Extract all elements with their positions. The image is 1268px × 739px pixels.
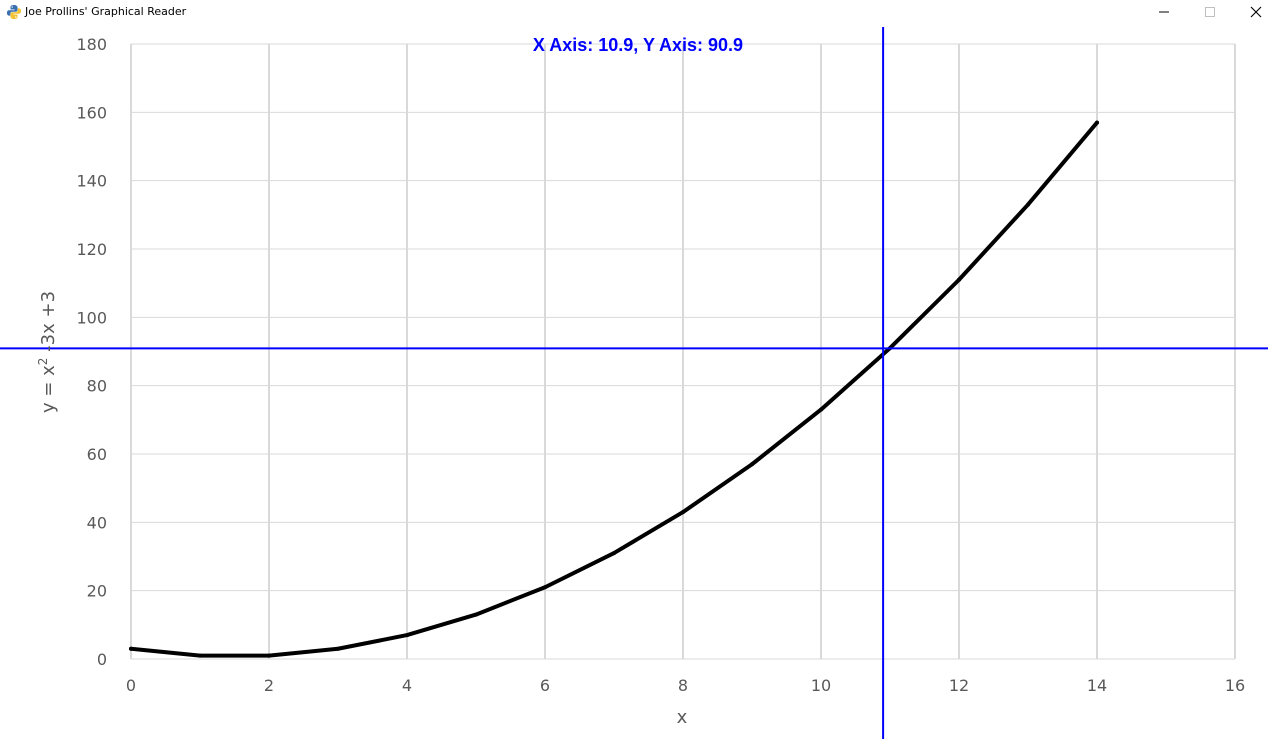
data-point xyxy=(1095,120,1099,125)
data-point xyxy=(819,407,823,412)
y-tick-label: 140 xyxy=(76,172,107,191)
coordinate-readout: X Axis: 10.9, Y Axis: 90.9 xyxy=(533,35,743,55)
x-tick-label: 16 xyxy=(1225,676,1245,695)
window-title: Joe Prollins' Graphical Reader xyxy=(25,5,187,18)
data-point xyxy=(405,633,409,638)
data-point xyxy=(474,612,478,617)
close-icon xyxy=(1250,6,1262,18)
y-tick-label: 20 xyxy=(87,582,107,601)
maximize-icon xyxy=(1205,7,1215,17)
series-line xyxy=(129,120,1099,658)
minimize-button[interactable] xyxy=(1141,0,1187,24)
data-point xyxy=(336,646,340,651)
y-tick-label: 100 xyxy=(76,308,107,327)
data-point xyxy=(612,551,616,556)
y-axis-label: y = x2 -3x +3 xyxy=(36,291,59,413)
tick-labels: 0 20 40 60 80 100 120 140 160 180 0 2 4 6 8 10 12 14 16 xyxy=(76,35,1245,695)
close-button[interactable] xyxy=(1233,0,1268,24)
data-point xyxy=(681,510,685,515)
data-point xyxy=(129,646,133,651)
y-tick-label: 80 xyxy=(87,377,107,396)
y-tick-label: 40 xyxy=(87,513,107,532)
x-tick-label: 6 xyxy=(540,676,550,695)
data-point xyxy=(198,653,202,658)
y-tick-label: 60 xyxy=(87,445,107,464)
y-tick-label: 180 xyxy=(76,35,107,54)
data-point xyxy=(267,653,271,658)
grid xyxy=(130,43,1236,660)
x-tick-label: 8 xyxy=(678,676,688,695)
y-tick-label: 120 xyxy=(76,240,107,259)
data-point xyxy=(1026,202,1030,207)
x-tick-label: 2 xyxy=(264,676,274,695)
data-point xyxy=(543,585,547,590)
data-point xyxy=(957,277,961,282)
x-tick-label: 10 xyxy=(811,676,831,695)
x-tick-label: 14 xyxy=(1087,676,1107,695)
python-snake-icon xyxy=(7,5,21,19)
y-tick-label: 0 xyxy=(97,650,107,669)
minimize-icon xyxy=(1159,11,1169,13)
y-tick-label: 160 xyxy=(76,103,107,122)
maximize-button[interactable] xyxy=(1187,0,1233,24)
series xyxy=(129,120,1099,658)
title-bar: Joe Prollins' Graphical Reader xyxy=(0,0,1268,24)
x-tick-label: 4 xyxy=(402,676,412,695)
crosshair xyxy=(0,27,1268,739)
x-tick-label: 12 xyxy=(949,676,969,695)
data-point xyxy=(750,462,754,467)
x-tick-label: 0 xyxy=(126,676,136,695)
x-axis-label: x xyxy=(677,707,688,728)
